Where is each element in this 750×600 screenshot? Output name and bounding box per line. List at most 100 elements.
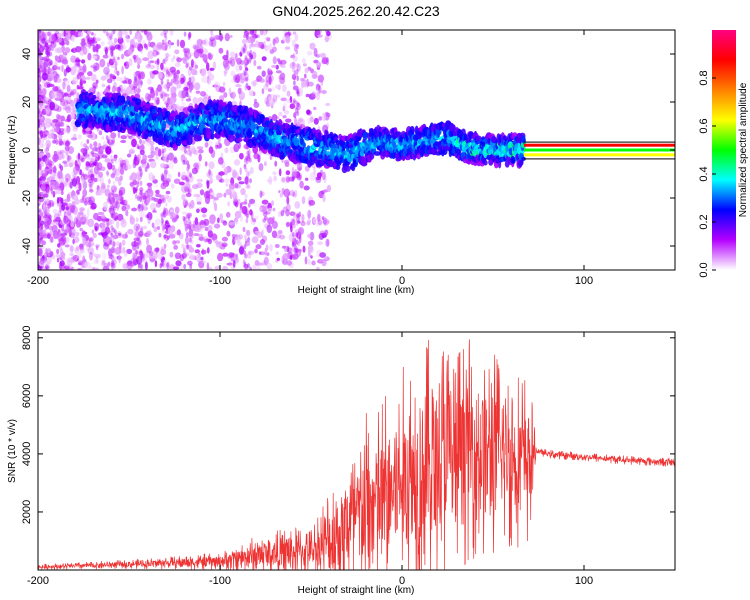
spectrogram-noise-cell (96, 162, 103, 171)
spectrogram-noise-cell (145, 261, 148, 270)
spectrogram-noise-cell (147, 218, 151, 225)
spectrogram-noise-cell (107, 40, 114, 46)
spectrogram-noise-cell (125, 87, 132, 96)
spectrogram-noise-cell (72, 88, 77, 95)
spectrogram-noise-cell (78, 168, 81, 176)
spectrogram-noise-cell (180, 185, 188, 193)
spectrogram-noise-cell (66, 154, 70, 163)
spectrogram-noise-cell (234, 77, 240, 84)
spectrogram-streak-cell (161, 198, 165, 204)
spectrogram-noise-cell (168, 160, 175, 170)
spectrogram-noise-cell (54, 230, 58, 237)
spectrogram-noise-cell (38, 83, 42, 89)
spectrogram-noise-cell (264, 44, 269, 52)
spectrogram-noise-cell (326, 30, 331, 37)
spectrogram-noise-cell (208, 161, 215, 170)
spectrogram-noise-cell (189, 84, 193, 93)
spectrogram-streak-cell (139, 138, 142, 145)
spectrogram-noise-cell (271, 200, 274, 207)
spectrogram-streak-cell (249, 178, 252, 184)
spectrogram-noise-cell (167, 152, 174, 161)
spectrogram-noise-cell (51, 33, 58, 42)
spectrogram-ridge-cell (92, 94, 97, 100)
spectrogram-noise-cell (202, 96, 209, 105)
spectrogram-streak-cell (166, 157, 169, 163)
spectrogram-noise-cell (230, 189, 236, 196)
spectrogram-streak-cell (162, 226, 165, 232)
spectrogram-noise-cell (291, 247, 297, 254)
spectrogram-noise-cell (266, 224, 273, 234)
spectrogram-noise-cell (151, 92, 156, 97)
spectrogram-noise-cell (63, 99, 69, 107)
spectrogram-noise-cell (132, 186, 136, 195)
spectrogram-noise-cell (244, 77, 249, 82)
spectrogram-noise-cell (166, 82, 171, 89)
spectrogram-streak-cell (249, 49, 253, 55)
spectrogram-streak-cell (182, 47, 186, 53)
spectrogram-streak-cell (165, 69, 169, 75)
spectrogram-streak-cell (110, 225, 114, 231)
spectrogram-streak-cell (297, 121, 301, 127)
spectrogram-noise-cell (94, 253, 102, 259)
spectrogram-noise-cell (111, 212, 119, 217)
spectrogram-streak-cell (138, 203, 141, 209)
spectrogram-noise-cell (308, 199, 316, 206)
spectrogram-noise-cell (243, 57, 250, 66)
spectrogram-streak-cell (298, 174, 302, 180)
spectrogram-noise-cell (108, 52, 113, 59)
spectrogram-streak-cell (188, 80, 192, 86)
spectrogram-streak-cell (186, 92, 190, 98)
spectrogram-noise-cell (218, 86, 226, 93)
spectrogram-noise-cell (269, 49, 275, 54)
spectrogram-noise-cell (222, 220, 228, 226)
spectrogram-streak-cell (160, 79, 164, 85)
spectrogram-noise-cell (57, 243, 61, 248)
spectrogram-noise-cell (295, 213, 301, 218)
spectrogram-noise-cell (262, 208, 268, 218)
spectrogram-noise-cell (127, 228, 134, 235)
spectrogram-streak-cell (187, 35, 191, 41)
spectrogram-noise-cell (63, 79, 70, 87)
spectrogram-streak-cell (140, 47, 143, 54)
spectrogram-noise-cell (293, 112, 297, 119)
spectrogram-noise-cell (105, 146, 112, 154)
spectrogram-streak-cell (111, 190, 115, 196)
spectrogram-noise-cell (74, 231, 80, 237)
spectrogram-noise-cell (255, 40, 260, 48)
spectrogram-noise-cell (50, 34, 56, 42)
spectrogram-noise-cell (69, 232, 76, 238)
spectrogram-streak-cell (183, 263, 187, 270)
spectrogram-noise-cell (155, 99, 160, 105)
spectrogram-noise-cell (285, 34, 291, 44)
spectrogram-streak-cell (244, 265, 248, 270)
spectrogram-noise-cell (79, 227, 83, 232)
spectrogram-noise-cell (180, 77, 185, 84)
spectrogram-noise-cell (70, 137, 78, 141)
spectrogram-noise-cell (150, 256, 155, 261)
spectrogram-noise-cell (286, 222, 290, 228)
spectrogram-noise-cell (259, 190, 263, 198)
spectrogram-noise-cell (100, 41, 105, 46)
spectrogram-noise-cell (139, 264, 144, 270)
spectrogram-noise-cell (262, 218, 267, 223)
spectrogram-noise-cell (216, 192, 223, 198)
spectrogram-noise-cell (209, 67, 215, 71)
spectrogram-noise-cell (248, 250, 255, 255)
spectrogram-noise-cell (164, 57, 167, 65)
spectrogram-streak-cell (109, 58, 113, 64)
spectrogram-noise-cell (53, 60, 58, 70)
spectrogram-streak-cell (244, 63, 248, 69)
spectrogram-noise-cell (206, 180, 210, 189)
spectrogram-streak-cell (244, 167, 248, 173)
spectrogram-noise-cell (50, 221, 57, 226)
spectrogram-noise-cell (66, 163, 69, 168)
spectrogram-noise-cell (38, 75, 41, 84)
spectrogram-noise-cell (72, 133, 77, 140)
spectrogram-noise-cell (238, 246, 245, 255)
spectrogram-noise-cell (282, 105, 286, 112)
spectrogram-ridge-cell (134, 98, 142, 105)
spectrogram-noise-cell (317, 241, 323, 246)
spectrogram-noise-cell (129, 148, 135, 153)
spectrogram-noise-cell (225, 183, 229, 187)
spectrogram-noise-cell (46, 186, 50, 195)
